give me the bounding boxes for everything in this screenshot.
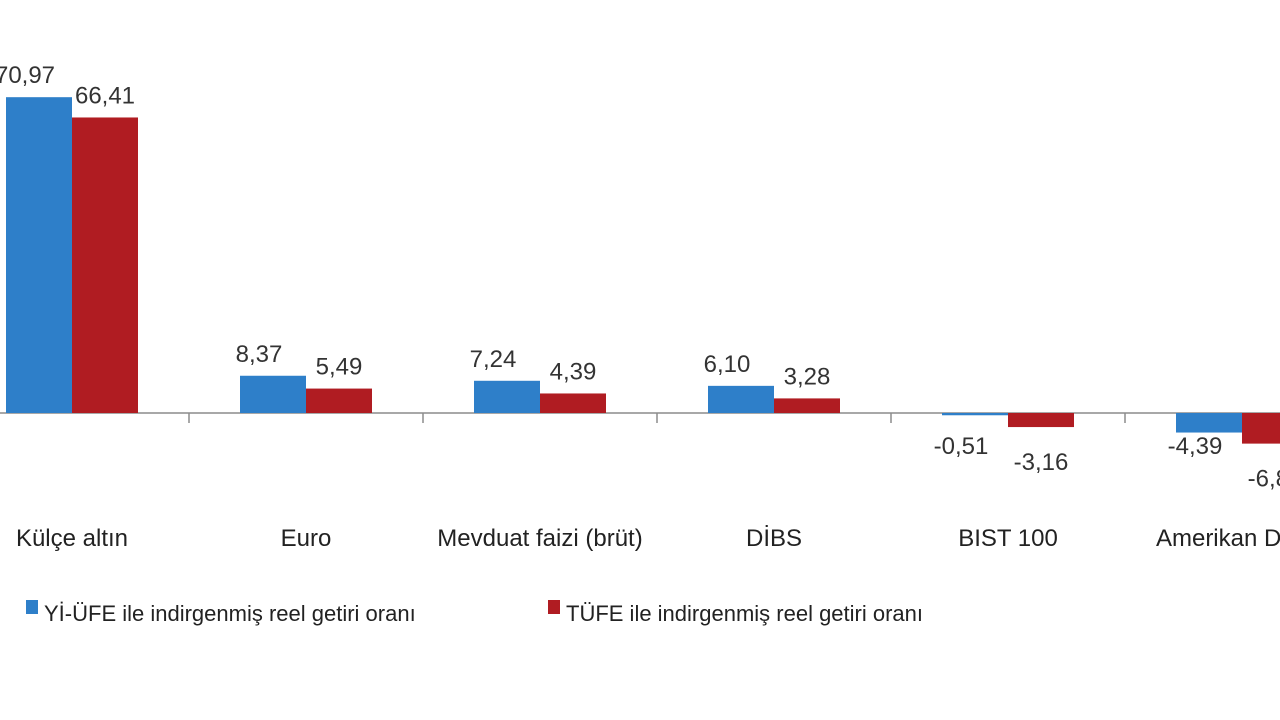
bar-yi-ufe <box>1176 413 1242 433</box>
category-label: Mevduat faizi (brüt) <box>437 525 642 552</box>
category-labels-layer: Külçe altın Euro Mevduat faizi (brüt) DİBS B… <box>16 525 1280 552</box>
bar-tufe <box>774 398 840 413</box>
legend: Yİ-ÜFE ile indirgenmiş reel getiri oranı… <box>26 600 923 626</box>
data-label-yi-ufe: 8,37 <box>236 341 283 368</box>
legend-swatch-tufe <box>548 600 560 614</box>
data-label-yi-ufe: 7,24 <box>470 346 517 373</box>
category-label: Amerikan Doları <box>1156 525 1280 552</box>
legend-swatch-yi-ufe <box>26 600 38 614</box>
axis-layer <box>0 412 1280 423</box>
bar-yi-ufe <box>942 413 1008 416</box>
data-label-yi-ufe: -4,39 <box>1168 433 1223 460</box>
data-label-tufe: 4,39 <box>550 358 597 385</box>
bar-tufe <box>1008 413 1074 428</box>
bar-tufe <box>540 393 606 413</box>
bar-yi-ufe <box>6 97 72 413</box>
category-label: DİBS <box>746 525 802 552</box>
legend-label-yi-ufe: Yİ-ÜFE ile indirgenmiş reel getiri oranı <box>44 601 416 626</box>
data-label-tufe: -3,16 <box>1014 449 1069 476</box>
legend-label-tufe: TÜFE ile indirgenmiş reel getiri oranı <box>566 601 923 626</box>
bar-tufe <box>1242 413 1280 444</box>
data-label-tufe: -6,88 <box>1248 466 1280 493</box>
category-label: Külçe altın <box>16 525 128 552</box>
data-label-yi-ufe: -0,51 <box>934 433 989 460</box>
data-label-tufe: 66,41 <box>75 82 135 109</box>
category-label: Euro <box>281 525 332 552</box>
bar-yi-ufe <box>708 385 774 413</box>
bar-tufe <box>306 388 372 413</box>
bars-layer <box>6 97 1280 444</box>
bar-yi-ufe <box>240 375 306 413</box>
data-label-yi-ufe: 6,10 <box>704 351 751 378</box>
data-label-yi-ufe: 70,97 <box>0 62 55 89</box>
bar-yi-ufe <box>474 380 540 413</box>
bar-tufe <box>72 117 138 414</box>
data-label-tufe: 5,49 <box>316 354 363 381</box>
data-label-tufe: 3,28 <box>784 363 831 390</box>
category-label: BIST 100 <box>958 525 1058 552</box>
